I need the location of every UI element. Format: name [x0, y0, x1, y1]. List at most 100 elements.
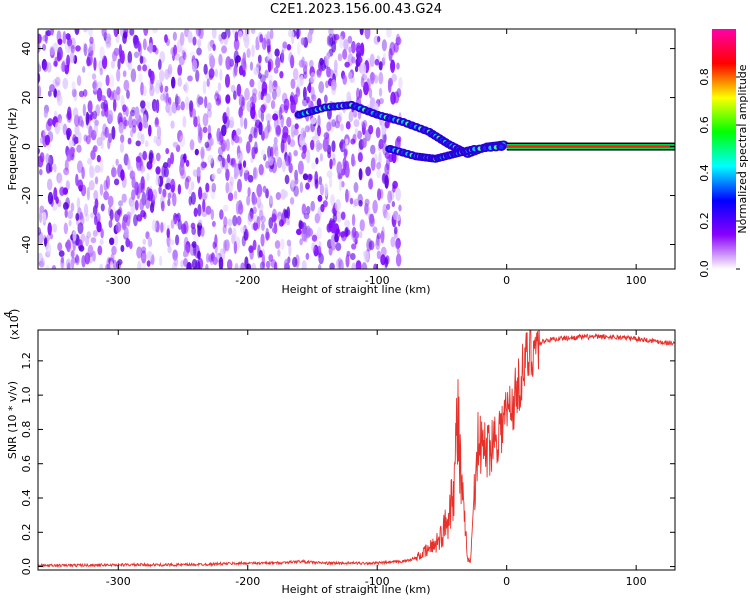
noise-blob	[193, 207, 198, 218]
noise-blob	[182, 115, 187, 128]
noise-blob	[287, 134, 291, 145]
noise-blob	[225, 181, 230, 194]
noise-blob	[182, 250, 188, 258]
noise-blob	[90, 212, 94, 219]
noise-blob	[293, 149, 298, 157]
y-tick-label: 1.0	[20, 386, 33, 404]
noise-blob	[216, 127, 221, 142]
bottom-y-axis-label: SNR (10 * v/v)	[6, 381, 19, 459]
noise-blob	[368, 177, 374, 190]
noise-blob	[72, 230, 77, 242]
noise-blob	[355, 45, 362, 54]
noise-blob	[143, 85, 147, 97]
noise-blob	[345, 138, 349, 145]
noise-blob	[224, 74, 231, 88]
noise-blob	[116, 86, 121, 95]
noise-blob	[38, 42, 41, 54]
noise-blob	[388, 77, 393, 87]
noise-blob	[65, 197, 70, 209]
noise-blob	[183, 153, 187, 163]
noise-blob	[128, 114, 133, 129]
noise-blob	[122, 214, 128, 223]
noise-blob	[328, 175, 333, 188]
noise-blob	[179, 135, 186, 148]
noise-blob	[92, 79, 98, 92]
noise-blob	[311, 234, 318, 242]
colorbar-tick-label: 0.0	[698, 260, 711, 278]
noise-blob	[212, 241, 216, 249]
noise-blob	[247, 211, 254, 223]
noise-blob	[293, 94, 298, 106]
noise-blob	[244, 87, 250, 101]
noise-blob	[197, 123, 202, 137]
noise-blob	[381, 57, 386, 66]
noise-blob	[366, 238, 373, 252]
noise-blob	[45, 242, 52, 256]
noise-blob	[318, 253, 324, 265]
noise-blob	[275, 56, 281, 69]
noise-blob	[376, 169, 382, 179]
noise-blob	[209, 137, 214, 147]
y-scale-paren: )	[8, 309, 21, 313]
noise-blob	[207, 154, 214, 164]
noise-blob	[385, 211, 391, 221]
noise-blob	[362, 250, 367, 258]
noise-blob	[175, 234, 180, 246]
noise-blob	[91, 73, 97, 80]
noise-blob	[206, 109, 212, 118]
noise-blob	[378, 151, 382, 165]
noise-blob	[329, 158, 333, 170]
noise-blob	[381, 226, 385, 240]
x-tick-label: -200	[235, 274, 260, 287]
noise-blob	[329, 217, 333, 229]
noise-blob	[299, 74, 304, 86]
noise-blob	[286, 239, 292, 247]
noise-blob	[178, 55, 185, 66]
noise-blob	[46, 178, 53, 191]
noise-blob	[97, 81, 103, 89]
noise-blob	[172, 141, 179, 148]
noise-blob	[350, 229, 357, 239]
noise-blob	[339, 141, 344, 149]
noise-blob	[100, 131, 106, 141]
noise-blob	[94, 119, 99, 127]
noise-blob	[260, 233, 265, 247]
noise-blob	[188, 196, 193, 206]
top-y-axis: -40 -20 0 20 40	[20, 42, 675, 253]
noise-blob	[138, 121, 143, 132]
noise-blob	[310, 139, 315, 151]
noise-blob	[197, 219, 203, 226]
noise-blob	[200, 146, 205, 159]
noise-blob	[369, 72, 376, 81]
noise-blob	[316, 226, 322, 240]
noise-blob	[90, 149, 96, 161]
noise-blob	[330, 194, 335, 207]
noise-blob	[233, 50, 239, 63]
noise-blob	[310, 200, 316, 212]
noise-blob	[113, 178, 120, 186]
noise-blob	[314, 213, 320, 224]
noise-blob	[317, 194, 323, 202]
noise-blob	[323, 132, 330, 140]
noise-blob	[190, 181, 195, 191]
noise-blob	[235, 128, 242, 136]
noise-blob	[205, 263, 209, 269]
noise-blob	[99, 238, 104, 246]
noise-blob	[211, 220, 216, 228]
noise-blob	[239, 263, 245, 269]
noise-blob	[320, 203, 325, 213]
noise-blob	[101, 55, 108, 69]
noise-blob	[280, 49, 285, 64]
colorbar-axis: 0.0 0.2 0.4 0.6 0.8	[698, 68, 740, 278]
noise-blob	[56, 172, 63, 184]
noise-blob	[233, 134, 240, 144]
noise-blob	[80, 120, 85, 128]
noise-blob	[70, 147, 76, 154]
noise-blob	[368, 124, 374, 135]
noise-blob	[161, 165, 166, 179]
noise-blob	[127, 62, 133, 71]
noise-blob	[386, 29, 392, 38]
noise-blob	[275, 124, 281, 136]
noise-blob	[236, 152, 243, 164]
noise-blob	[233, 90, 237, 100]
